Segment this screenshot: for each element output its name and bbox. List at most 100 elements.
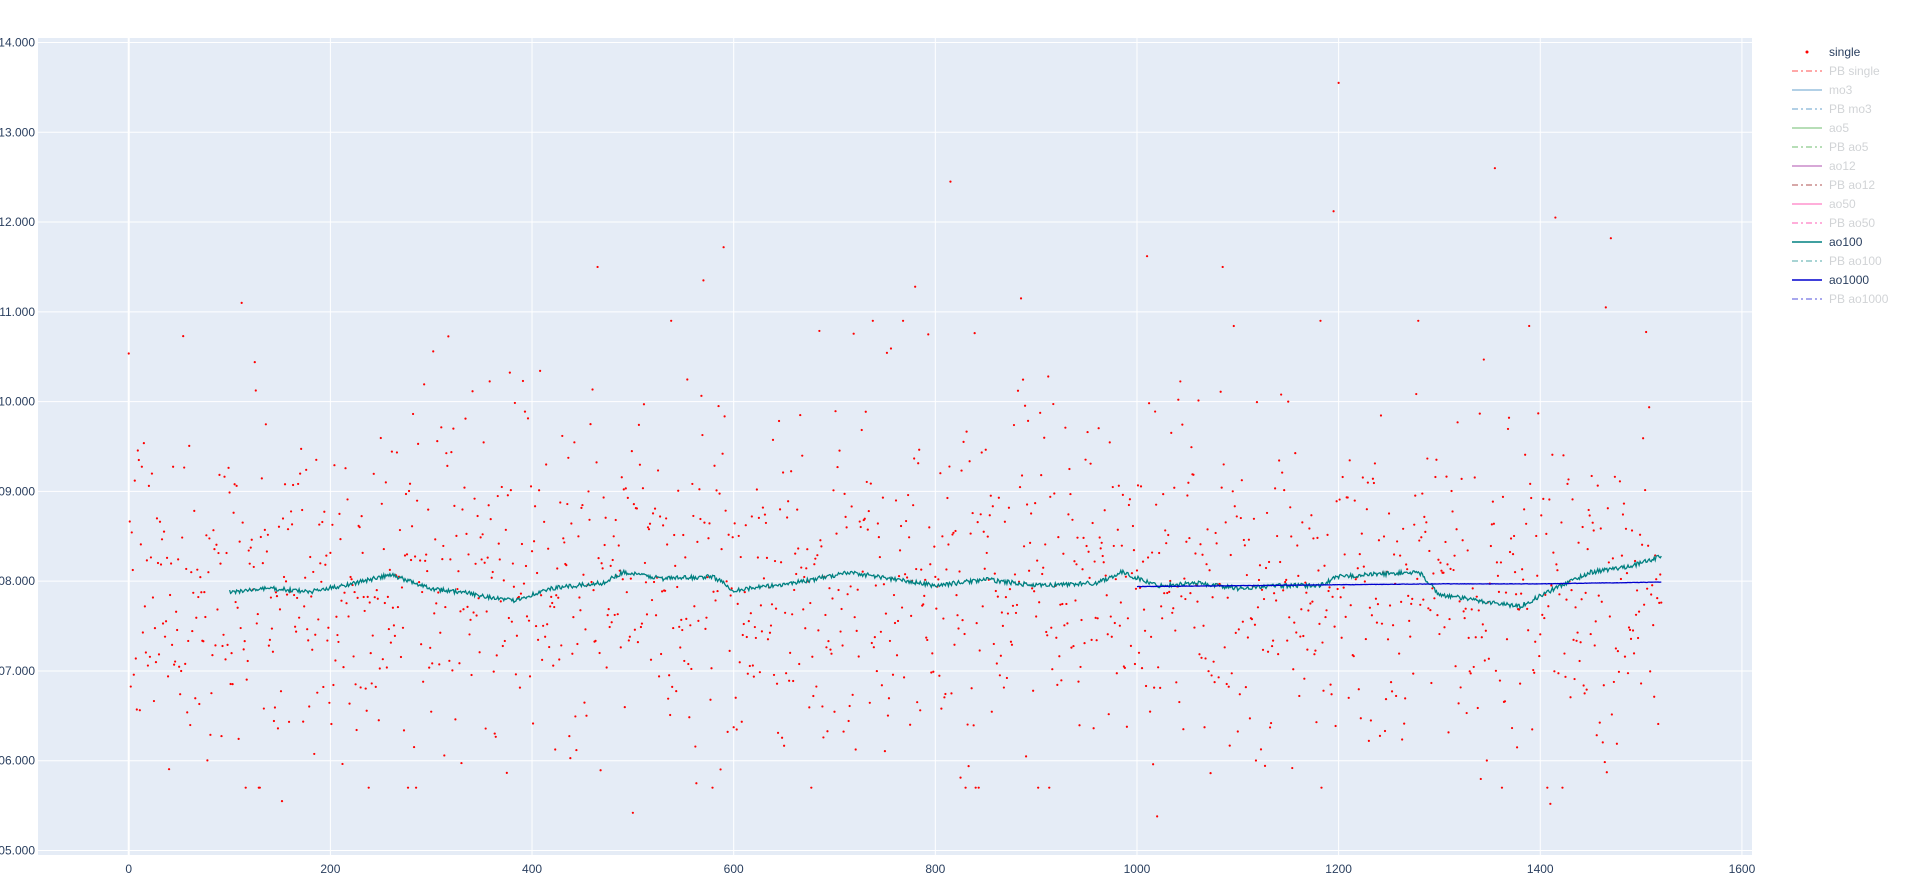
single-point [520,542,524,546]
legend-item-pb-single[interactable]: PB single [1792,64,1880,78]
single-point [474,562,477,565]
single-point [1535,534,1538,538]
single-point [875,669,878,673]
single-point [1081,568,1084,571]
single-point [731,536,734,539]
single-point [644,581,648,584]
single-point [1014,611,1018,615]
single-point [356,596,359,599]
single-point [425,553,428,556]
single-point [1574,606,1577,609]
single-point [1560,521,1563,524]
single-point [594,639,597,642]
single-point [759,604,763,607]
legend-item-pb-ao12[interactable]: PB ao12 [1792,178,1875,192]
single-point [1555,563,1558,566]
single-point [563,541,566,544]
single-point [988,514,991,517]
legend[interactable]: single PB single mo3 PB mo3 ao5 PB ao5 ao12 PB … [1792,45,1889,306]
single-point [504,528,507,531]
single-point [228,491,231,494]
legend-item-pb-ao100[interactable]: PB ao100 [1792,254,1882,268]
legend-item-ao5[interactable]: ao5 [1792,121,1849,135]
single-point [1046,634,1049,637]
single-point [1068,467,1071,471]
single-point [186,711,189,714]
single-point [434,538,437,541]
single-point [836,465,839,469]
single-point [1215,542,1218,545]
single-point [1606,507,1609,510]
single-point [910,614,913,617]
single-point [789,651,792,655]
legend-item-ao12[interactable]: ao12 [1792,159,1856,173]
single-point [1509,537,1513,540]
single-point [1163,592,1166,595]
single-point [426,569,429,573]
single-point [1097,427,1100,430]
legend-item-pb-ao50[interactable]: PB ao50 [1792,216,1875,230]
single-point [1317,569,1320,572]
single-point [1124,575,1127,578]
single-point [1569,696,1572,699]
single-point [653,507,657,510]
single-point [212,529,215,532]
single-point [1032,689,1035,692]
single-point [544,635,547,638]
single-point [999,654,1002,657]
single-point [1321,641,1324,644]
single-point [1383,729,1387,733]
single-point [602,496,605,499]
single-point [755,488,758,491]
single-point [540,594,543,597]
single-point [334,659,337,662]
single-point [764,521,768,525]
single-point [428,666,431,669]
single-point [1325,609,1328,612]
single-point [320,580,323,583]
single-point [1342,586,1345,589]
legend-item-pb-mo3[interactable]: PB mo3 [1792,102,1872,116]
single-point [881,496,885,499]
single-point [1330,693,1333,696]
single-point [995,662,998,665]
legend-label: PB ao1000 [1829,292,1889,306]
single-point [401,626,405,629]
single-point [1286,639,1289,642]
legend-item-ao1000[interactable]: ao1000 [1792,273,1869,287]
legend-item-single[interactable]: single [1805,45,1861,59]
single-point [1139,485,1143,488]
single-point [1293,621,1296,624]
single-point [649,658,653,661]
single-point [1452,568,1455,572]
single-point [712,590,715,593]
single-point [1658,601,1661,604]
single-point [1579,641,1582,644]
single-point [1307,609,1310,612]
legend-label: ao100 [1829,235,1863,249]
single-point [207,571,210,574]
single-point [1434,475,1437,479]
single-point [1035,615,1038,618]
single-point [1226,596,1229,599]
legend-item-mo3[interactable]: mo3 [1792,83,1853,97]
single-point [1403,722,1406,725]
legend-item-pb-ao5[interactable]: PB ao5 [1792,140,1869,154]
ao1000-line [1136,581,1662,588]
single-point [236,606,239,609]
legend-item-pb-ao1000[interactable]: PB ao1000 [1792,292,1889,306]
single-point [460,761,463,765]
single-point [1079,665,1082,669]
y-tick-label: 12.000 [0,215,35,229]
single-point [682,533,685,537]
legend-item-ao100[interactable]: ao100 [1792,235,1863,249]
single-point [1007,506,1011,509]
single-point [497,542,500,545]
single-point [1261,648,1265,651]
single-point [216,608,219,611]
single-point [1566,482,1569,485]
single-point [796,508,799,511]
single-point [441,558,444,561]
single-point [1193,626,1196,629]
legend-item-ao50[interactable]: ao50 [1792,197,1856,211]
